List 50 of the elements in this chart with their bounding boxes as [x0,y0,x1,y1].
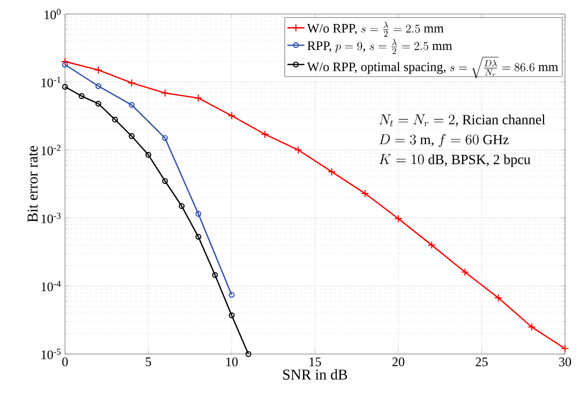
annotation: $D=3\text{ m, }f=60\text{ GHz}$ [379,134,509,148]
point [360,189,370,198]
point [294,146,302,154]
point [394,214,402,223]
legend-label: $\text{W/o RPP, optimal spacing, }s=\sqrt{\frac{D\lambda}{N_r}}=86.6\text{ mm}$ [307,56,558,78]
point [128,133,135,140]
x-tick-label: 0 [62,358,68,366]
point [195,210,202,217]
point [145,152,152,158]
point [328,168,336,176]
point [428,241,436,250]
point [160,88,170,97]
x-axis-title: SNR in dB [283,369,348,380]
point [95,83,102,90]
point [228,312,235,318]
legend-label: $\text{RPP, }p=9\text{, }s=\frac{\lambda}{2}=2.5\text{ mm}$ [307,39,452,54]
legend-label: $\text{W/o RPP, }s=\frac{\lambda}{2}=2.5\text{ mm}$ [307,22,444,37]
point [194,94,202,102]
y-tick-label: 10$^{-3}$ [42,212,61,224]
point [195,234,202,240]
point [560,344,570,353]
point [78,93,85,100]
annotation: $K=10\text{ dB, BPSK, 2 bpcu}$ [379,154,530,168]
y-tick-label: 10$^{-5}$ [42,348,61,360]
y-tick-label: 10$^{-4}$ [42,280,61,292]
point [528,322,536,331]
x-tick-label: 20 [392,358,404,366]
y-tick-label: 10$^{-1}$ [42,76,60,88]
point [178,203,185,209]
point [212,272,218,278]
x-tick-label: 15 [310,358,321,366]
point [460,268,470,276]
point [494,294,502,302]
point [260,130,270,138]
point [94,66,102,74]
point [128,78,136,87]
point [112,116,118,123]
point [95,100,102,107]
point [128,102,135,108]
point [228,112,236,120]
y-tick-label: 10$^{-2}$ [42,144,60,156]
x-tick-label: 5 [146,358,152,366]
x-tick-label: 10 [226,358,238,366]
y-axis-title: Bit error rate [28,146,38,222]
y-tick-label: 10$^{0}$ [44,8,61,20]
point [162,178,168,184]
point [162,135,168,141]
x-tick-label: 30 [559,358,571,366]
annotation: $N_t=N_r=2\text{, Rician channel}$ [379,114,546,126]
x-tick-label: 25 [476,358,488,366]
